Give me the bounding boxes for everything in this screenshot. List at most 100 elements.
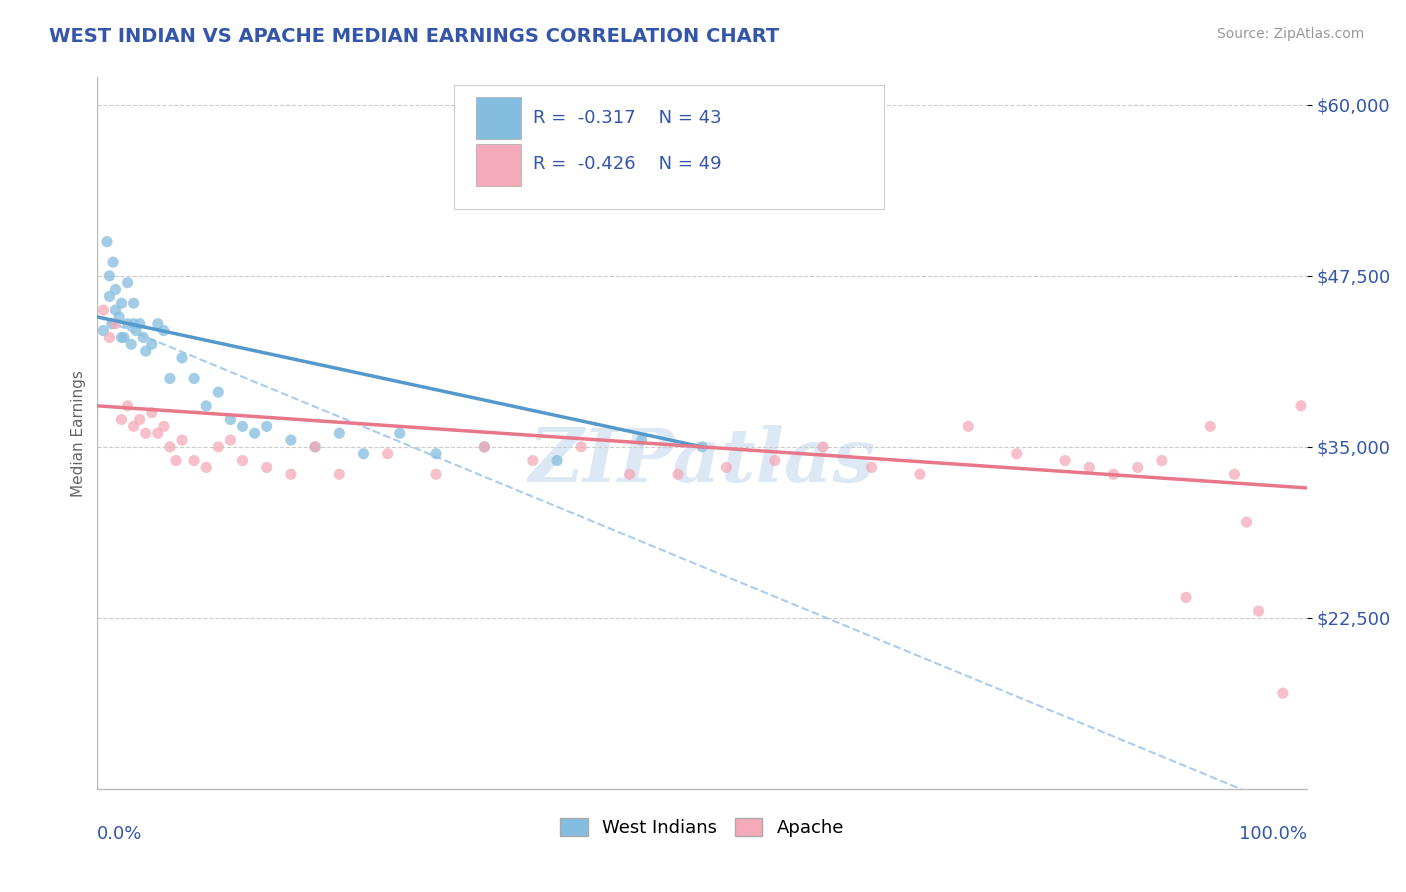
- Point: [1078, 460, 1101, 475]
- Point: [377, 447, 399, 461]
- Point: [146, 317, 169, 331]
- Point: [104, 303, 127, 318]
- Point: [195, 399, 218, 413]
- Point: [474, 440, 496, 454]
- Point: [256, 419, 278, 434]
- Point: [811, 440, 834, 454]
- Point: [328, 467, 350, 482]
- Text: 100.0%: 100.0%: [1239, 824, 1308, 843]
- Point: [763, 453, 786, 467]
- Point: [690, 440, 713, 454]
- Point: [630, 433, 652, 447]
- Point: [93, 324, 115, 338]
- Point: [159, 371, 181, 385]
- Point: [98, 330, 121, 344]
- Point: [141, 337, 163, 351]
- Point: [93, 303, 115, 318]
- Point: [104, 283, 127, 297]
- Point: [159, 440, 181, 454]
- Point: [101, 317, 124, 331]
- Point: [1150, 453, 1173, 467]
- Point: [388, 426, 411, 441]
- Text: R =  -0.426    N = 49: R = -0.426 N = 49: [533, 155, 721, 173]
- Point: [304, 440, 326, 454]
- Point: [304, 440, 326, 454]
- Point: [110, 296, 132, 310]
- Point: [1247, 604, 1270, 618]
- Point: [170, 433, 193, 447]
- Point: [474, 440, 496, 454]
- Point: [1289, 399, 1312, 413]
- Point: [716, 460, 738, 475]
- Point: [101, 255, 124, 269]
- Y-axis label: Median Earnings: Median Earnings: [72, 370, 86, 497]
- Point: [219, 433, 242, 447]
- Point: [165, 453, 187, 467]
- Point: [1236, 515, 1258, 529]
- Text: WEST INDIAN VS APACHE MEDIAN EARNINGS CORRELATION CHART: WEST INDIAN VS APACHE MEDIAN EARNINGS CO…: [49, 27, 779, 45]
- Point: [110, 330, 132, 344]
- Point: [117, 317, 139, 331]
- Point: [146, 426, 169, 441]
- Point: [1126, 460, 1149, 475]
- Point: [135, 344, 157, 359]
- Point: [353, 447, 375, 461]
- Point: [1199, 419, 1222, 434]
- Point: [231, 453, 253, 467]
- Point: [207, 440, 229, 454]
- Point: [122, 296, 145, 310]
- Point: [170, 351, 193, 365]
- Point: [153, 324, 176, 338]
- Point: [183, 371, 205, 385]
- Point: [96, 235, 118, 249]
- Point: [104, 317, 127, 331]
- Point: [128, 317, 150, 331]
- Point: [256, 460, 278, 475]
- FancyBboxPatch shape: [454, 85, 883, 209]
- Text: ZIPatlas: ZIPatlas: [529, 425, 876, 498]
- Point: [117, 399, 139, 413]
- Point: [207, 385, 229, 400]
- Point: [98, 268, 121, 283]
- Point: [957, 419, 980, 434]
- Legend: West Indians, Apache: West Indians, Apache: [561, 818, 844, 837]
- Point: [1102, 467, 1125, 482]
- Point: [1223, 467, 1246, 482]
- Point: [1271, 686, 1294, 700]
- Text: R =  -0.317    N = 43: R = -0.317 N = 43: [533, 109, 721, 127]
- Point: [112, 330, 135, 344]
- Point: [98, 289, 121, 303]
- Point: [108, 310, 131, 324]
- Point: [328, 426, 350, 441]
- Point: [153, 419, 176, 434]
- Point: [1054, 453, 1077, 467]
- Point: [132, 330, 155, 344]
- Point: [195, 460, 218, 475]
- Point: [243, 426, 266, 441]
- Point: [569, 440, 592, 454]
- Point: [117, 276, 139, 290]
- Point: [125, 324, 148, 338]
- Point: [546, 453, 568, 467]
- Point: [1005, 447, 1028, 461]
- Point: [219, 412, 242, 426]
- Point: [522, 453, 544, 467]
- Point: [183, 453, 205, 467]
- Point: [141, 406, 163, 420]
- Point: [425, 447, 447, 461]
- Point: [908, 467, 931, 482]
- Point: [120, 337, 142, 351]
- Point: [128, 412, 150, 426]
- Point: [110, 412, 132, 426]
- Point: [666, 467, 689, 482]
- Point: [122, 419, 145, 434]
- Text: Source: ZipAtlas.com: Source: ZipAtlas.com: [1216, 27, 1364, 41]
- FancyBboxPatch shape: [477, 144, 520, 186]
- Point: [231, 419, 253, 434]
- Point: [860, 460, 883, 475]
- FancyBboxPatch shape: [477, 97, 520, 139]
- Point: [280, 467, 302, 482]
- Point: [280, 433, 302, 447]
- Point: [1175, 591, 1198, 605]
- Point: [619, 467, 641, 482]
